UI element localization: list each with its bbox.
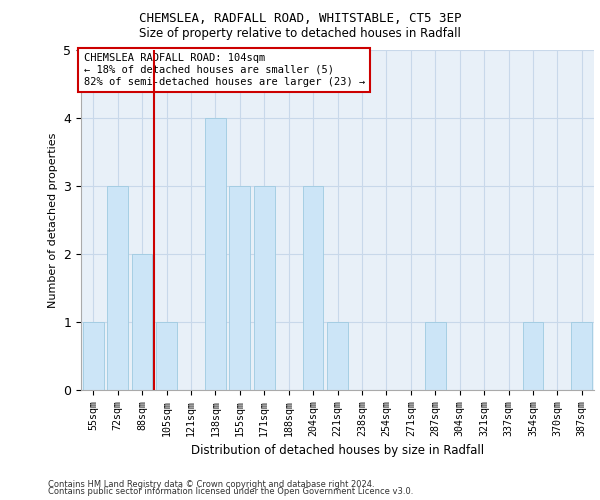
Bar xyxy=(327,322,348,390)
Bar xyxy=(302,186,323,390)
Text: Size of property relative to detached houses in Radfall: Size of property relative to detached ho… xyxy=(139,28,461,40)
Bar xyxy=(571,322,592,390)
Text: CHEMSLEA, RADFALL ROAD, WHITSTABLE, CT5 3EP: CHEMSLEA, RADFALL ROAD, WHITSTABLE, CT5 … xyxy=(139,12,461,26)
Bar xyxy=(523,322,544,390)
X-axis label: Distribution of detached houses by size in Radfall: Distribution of detached houses by size … xyxy=(191,444,484,457)
Bar xyxy=(131,254,152,390)
Bar xyxy=(254,186,275,390)
Y-axis label: Number of detached properties: Number of detached properties xyxy=(48,132,58,308)
Text: CHEMSLEA RADFALL ROAD: 104sqm
← 18% of detached houses are smaller (5)
82% of se: CHEMSLEA RADFALL ROAD: 104sqm ← 18% of d… xyxy=(83,54,365,86)
Bar xyxy=(83,322,104,390)
Bar xyxy=(156,322,177,390)
Text: Contains HM Land Registry data © Crown copyright and database right 2024.: Contains HM Land Registry data © Crown c… xyxy=(48,480,374,489)
Bar xyxy=(107,186,128,390)
Bar xyxy=(205,118,226,390)
Bar xyxy=(229,186,250,390)
Bar xyxy=(425,322,446,390)
Text: Contains public sector information licensed under the Open Government Licence v3: Contains public sector information licen… xyxy=(48,488,413,496)
